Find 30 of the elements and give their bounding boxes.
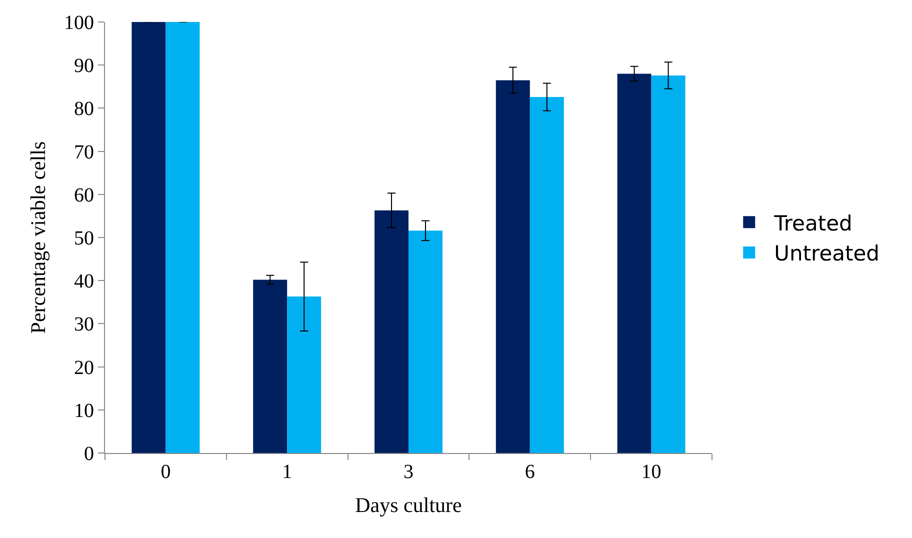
y-axis-title: Percentage viable cells — [26, 141, 50, 334]
x-axis-title: Days culture — [355, 493, 462, 518]
bar — [617, 74, 652, 453]
legend-label: Untreated — [774, 242, 880, 266]
x-tick-label: 3 — [404, 461, 414, 483]
y-tick-label: 30 — [74, 314, 94, 336]
legend-label: Treated — [773, 211, 852, 236]
y-tick-label: 90 — [74, 55, 94, 78]
bar — [166, 22, 200, 453]
x-tick-label: 0 — [160, 461, 171, 483]
bar — [651, 75, 686, 453]
bar — [374, 210, 408, 453]
x-tick-label: 10 — [641, 461, 662, 483]
x-tick-label: 1 — [282, 461, 292, 483]
bar — [496, 80, 530, 453]
y-tick-label: 60 — [74, 184, 94, 206]
y-tick-label: 50 — [74, 228, 94, 250]
bar — [530, 96, 564, 453]
bar — [253, 280, 288, 453]
bar — [287, 296, 322, 453]
y-tick-label: 0 — [84, 443, 94, 465]
y-tick-label: 80 — [74, 98, 94, 120]
y-tick-label: 40 — [74, 270, 94, 293]
y-tick-label: 20 — [74, 356, 94, 379]
bar — [408, 230, 442, 453]
bar — [132, 22, 166, 453]
x-tick-label: 6 — [524, 461, 535, 483]
y-tick-label: 10 — [74, 400, 94, 422]
y-tick-label: 100 — [64, 12, 94, 34]
y-tick-label: 70 — [74, 141, 94, 164]
